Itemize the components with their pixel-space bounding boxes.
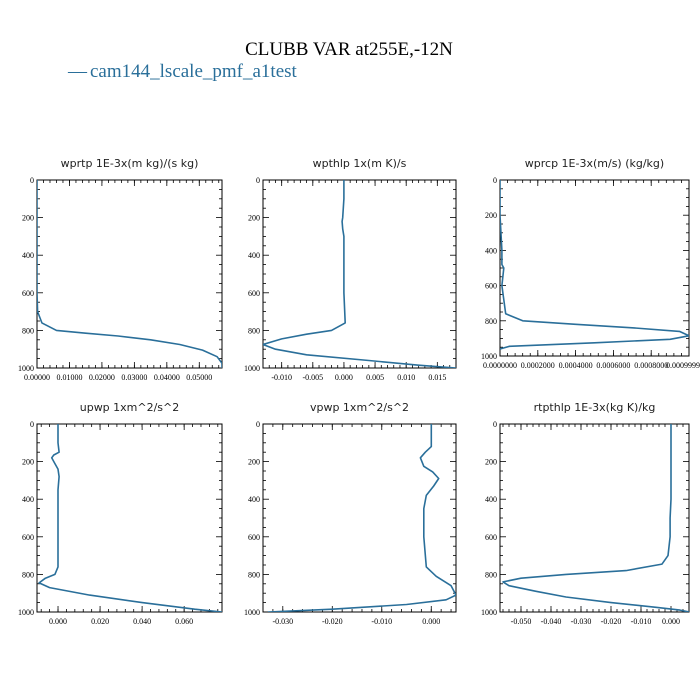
x-tick-label: 0.000 — [662, 617, 680, 626]
x-tick-label: 0.0000000 — [483, 361, 517, 370]
y-tick-label: 400 — [485, 495, 497, 504]
y-tick-label: 800 — [22, 570, 34, 579]
x-tick-label: 0.03000 — [121, 373, 147, 382]
panel-title: wprtp 1E-3x(m kg)/(s kg) — [61, 157, 199, 170]
y-tick-label: 0 — [30, 176, 34, 185]
x-tick-label: 0.000 — [49, 617, 67, 626]
y-tick-label: 200 — [485, 458, 497, 467]
plot-frame — [262, 179, 457, 369]
y-tick-label: 1000 — [18, 364, 34, 373]
y-tick-label: 400 — [248, 495, 260, 504]
x-tick-label: 0.000 — [335, 373, 353, 382]
y-tick-label: 600 — [22, 533, 34, 542]
series-line — [500, 180, 689, 350]
y-tick-label: 600 — [22, 289, 34, 298]
x-tick-label: -0.005 — [302, 373, 323, 382]
x-tick-label: 0.020 — [91, 617, 109, 626]
panel-1: wprtp 1E-3x(m kg)/(s kg) 0 200 400 600 800 100… — [18, 157, 223, 382]
x-tick-label: 0.005 — [366, 373, 384, 382]
y-tick-label: 400 — [22, 251, 34, 260]
y-tick-label: 400 — [485, 246, 497, 255]
panel-3: wprcp 1E-3x(m/s) (kg/kg) 0 200 400 600 800 100… — [481, 157, 700, 370]
panel-title: rtpthlp 1E-3x(kg K)/kg — [534, 401, 656, 414]
y-tick-label: 1000 — [244, 608, 260, 617]
x-tick-label: 0.0009999999 — [666, 361, 700, 370]
panel-title: wprcp 1E-3x(m/s) (kg/kg) — [525, 157, 664, 170]
x-tick-label: 0.0002000 — [521, 361, 555, 370]
x-tick-label: 0.05000 — [186, 373, 212, 382]
plot-frame — [36, 423, 223, 613]
y-tick-label: 800 — [485, 317, 497, 326]
series-line — [263, 180, 456, 368]
y-tick-label: 200 — [248, 214, 260, 223]
x-tick-label: -0.010 — [371, 617, 392, 626]
x-tick-label: 0.0004000 — [559, 361, 593, 370]
x-tick-label: 0.000 — [422, 617, 440, 626]
panel-title: wpthlp 1x(m K)/s — [313, 157, 407, 170]
y-tick-label: 0 — [256, 176, 260, 185]
y-tick-label: 800 — [248, 326, 260, 335]
x-tick-label: 0.01000 — [56, 373, 82, 382]
x-tick-label: -0.020 — [601, 617, 622, 626]
x-tick-label: -0.050 — [511, 617, 532, 626]
legend-dash: — — [67, 61, 88, 82]
legend-entry-label: cam144_lscale_pmf_a1test — [90, 61, 298, 82]
x-tick-label: -0.030 — [571, 617, 592, 626]
y-tick-label: 1000 — [481, 608, 497, 617]
legend: — cam144_lscale_pmf_a1test — [67, 61, 298, 82]
y-tick-label: 600 — [485, 533, 497, 542]
y-tick-label: 400 — [22, 495, 34, 504]
x-tick-label: 0.0008000 — [634, 361, 668, 370]
y-tick-label: 200 — [22, 214, 34, 223]
figure-title: CLUBB VAR at255E,-12N — [245, 39, 453, 60]
series-line — [37, 180, 222, 368]
x-tick-label: -0.010 — [631, 617, 652, 626]
y-tick-label: 0 — [493, 420, 497, 429]
panel-4: upwp 1xm^2/s^2 0 200 400 600 800 1000 0.000 0.02… — [18, 401, 223, 626]
x-tick-label: 0.02000 — [89, 373, 115, 382]
y-tick-label: 800 — [248, 570, 260, 579]
y-tick-label: 800 — [22, 326, 34, 335]
y-tick-label: 1000 — [481, 352, 497, 361]
panel-2: wpthlp 1x(m K)/s 0 200 400 600 800 1000 -0.010 -… — [244, 157, 457, 382]
x-tick-label: -0.020 — [322, 617, 343, 626]
x-tick-label: -0.030 — [272, 617, 293, 626]
panel-title: upwp 1xm^2/s^2 — [80, 401, 180, 414]
panel-grid: wprtp 1E-3x(m kg)/(s kg) 0 200 400 600 800 100… — [18, 157, 700, 626]
plot-frame — [499, 423, 690, 613]
y-tick-label: 200 — [248, 458, 260, 467]
panel-6: rtpthlp 1E-3x(kg K)/kg 0 200 400 600 800 1000 -… — [481, 401, 690, 626]
y-tick-label: 0 — [493, 176, 497, 185]
y-tick-label: 0 — [256, 420, 260, 429]
series-line — [502, 424, 689, 612]
y-tick-label: 0 — [30, 420, 34, 429]
y-tick-label: 800 — [485, 570, 497, 579]
y-tick-label: 600 — [248, 533, 260, 542]
y-tick-label: 200 — [22, 458, 34, 467]
plot-frame — [36, 179, 223, 369]
y-tick-label: 200 — [485, 211, 497, 220]
series-line — [267, 424, 456, 612]
y-tick-label: 1000 — [244, 364, 260, 373]
x-tick-label: 0.04000 — [154, 373, 180, 382]
plot-frame — [262, 423, 457, 613]
y-tick-label: 600 — [485, 282, 497, 291]
x-tick-label: 0.00000 — [24, 373, 50, 382]
y-tick-label: 400 — [248, 251, 260, 260]
x-tick-label: 0.015 — [428, 373, 446, 382]
y-tick-label: 600 — [248, 289, 260, 298]
x-tick-label: -0.040 — [541, 617, 562, 626]
panel-5: vpwp 1xm^2/s^2 0 200 400 600 800 1000 -0.030 -0.… — [244, 401, 457, 626]
x-tick-label: 0.010 — [397, 373, 415, 382]
x-tick-label: 0.060 — [175, 617, 193, 626]
x-tick-label: -0.010 — [271, 373, 292, 382]
x-tick-label: 0.0006000 — [596, 361, 630, 370]
series-line — [38, 424, 222, 612]
panel-title: vpwp 1xm^2/s^2 — [310, 401, 409, 414]
y-tick-label: 1000 — [18, 608, 34, 617]
x-tick-label: 0.040 — [133, 617, 151, 626]
